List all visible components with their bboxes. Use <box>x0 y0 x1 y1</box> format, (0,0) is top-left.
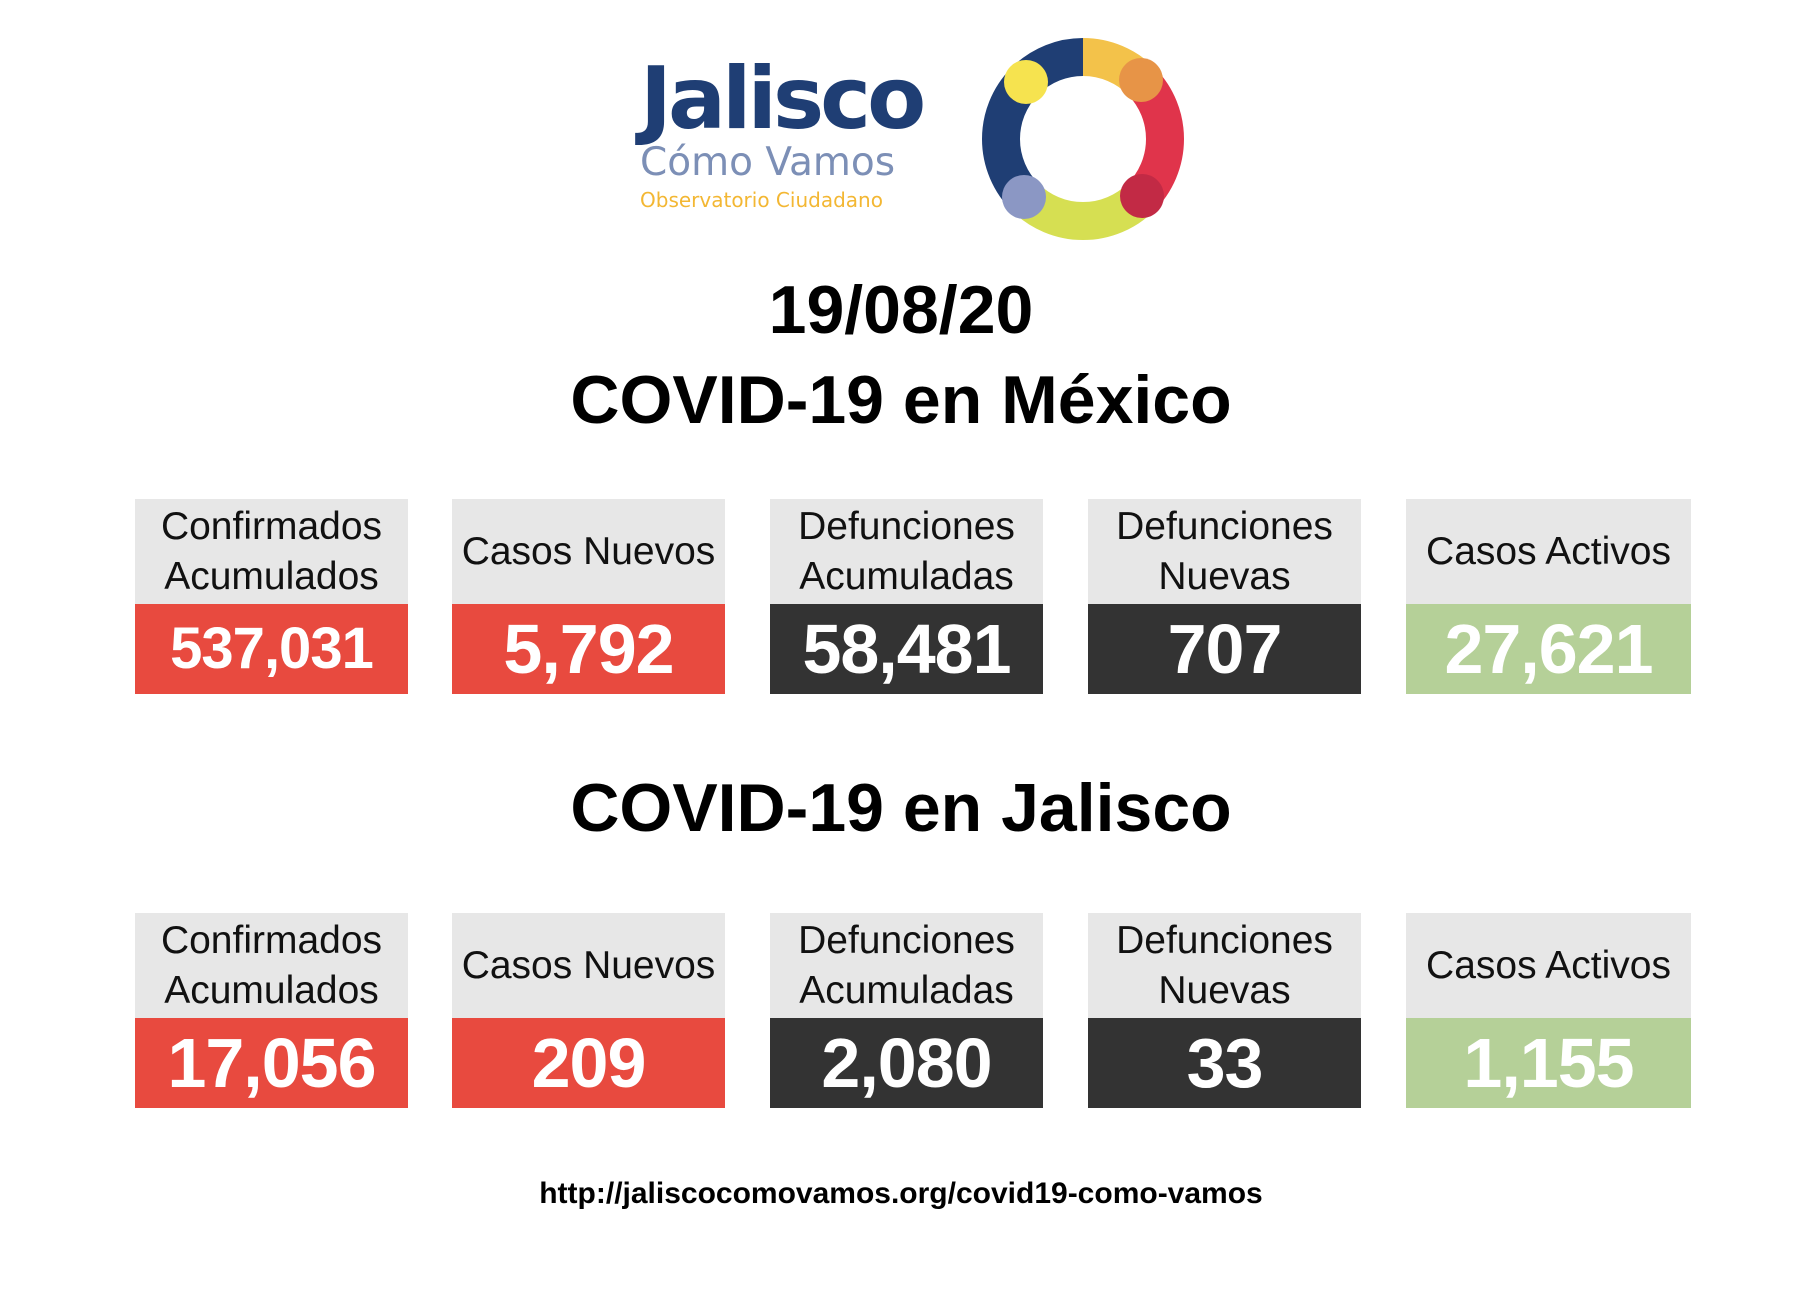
card-label: Casos Activos <box>1406 913 1691 1018</box>
card-value: 58,481 <box>770 604 1043 694</box>
card-label: Defunciones Acumuladas <box>770 499 1043 604</box>
logo-ring-icon <box>981 37 1185 240</box>
mexico-section-title: COVID-19 en México <box>570 362 1232 438</box>
jalisco-section-title: COVID-19 en Jalisco <box>570 770 1232 846</box>
jalisco-card-casos-nuevos: Casos Nuevos 209 <box>452 913 725 1108</box>
card-value: 707 <box>1088 604 1361 694</box>
card-value: 5,792 <box>452 604 725 694</box>
jalisco-card-casos-activos: Casos Activos 1,155 <box>1406 913 1691 1108</box>
card-label: Confirmados Acumulados <box>135 913 408 1018</box>
logo: Jalisco Cómo Vamos Observatorio Ciudadan… <box>640 34 1200 244</box>
card-label: Confirmados Acumulados <box>135 499 408 604</box>
card-value: 209 <box>452 1018 725 1108</box>
card-label: Defunciones Acumuladas <box>770 913 1043 1018</box>
jalisco-card-defunciones-acumuladas: Defunciones Acumuladas 2,080 <box>770 913 1043 1108</box>
card-label: Casos Nuevos <box>452 913 725 1018</box>
card-value: 1,155 <box>1406 1018 1691 1108</box>
mexico-card-defunciones-acumuladas: Defunciones Acumuladas 58,481 <box>770 499 1043 694</box>
card-value: 27,621 <box>1406 604 1691 694</box>
card-value: 537,031 <box>135 604 408 694</box>
logo-subtitle: Cómo Vamos <box>640 140 896 185</box>
card-value: 17,056 <box>135 1018 408 1108</box>
card-label: Casos Activos <box>1406 499 1691 604</box>
card-label: Casos Nuevos <box>452 499 725 604</box>
mexico-card-defunciones-nuevas: Defunciones Nuevas 707 <box>1088 499 1361 694</box>
card-value: 2,080 <box>770 1018 1043 1108</box>
logo-word: Jalisco <box>640 49 926 149</box>
jalisco-card-confirmados: Confirmados Acumulados 17,056 <box>135 913 408 1108</box>
jalisco-card-defunciones-nuevas: Defunciones Nuevas 33 <box>1088 913 1361 1108</box>
footer-url: http://jaliscocomovamos.org/covid19-como… <box>539 1177 1263 1210</box>
mexico-card-confirmados: Confirmados Acumulados 537,031 <box>135 499 408 694</box>
mexico-card-casos-nuevos: Casos Nuevos 5,792 <box>452 499 725 694</box>
logo-tagline: Observatorio Ciudadano <box>640 188 883 212</box>
report-date: 19/08/20 <box>768 272 1034 348</box>
card-value: 33 <box>1088 1018 1361 1108</box>
card-label: Defunciones Nuevas <box>1088 913 1361 1018</box>
card-label: Defunciones Nuevas <box>1088 499 1361 604</box>
logo-text: Jalisco Cómo Vamos Observatorio Ciudadan… <box>640 54 940 212</box>
mexico-card-casos-activos: Casos Activos 27,621 <box>1406 499 1691 694</box>
jalisco-stats-row: Confirmados Acumulados 17,056 Casos Nuev… <box>0 913 1802 1108</box>
mexico-stats-row: Confirmados Acumulados 537,031 Casos Nue… <box>0 499 1802 694</box>
